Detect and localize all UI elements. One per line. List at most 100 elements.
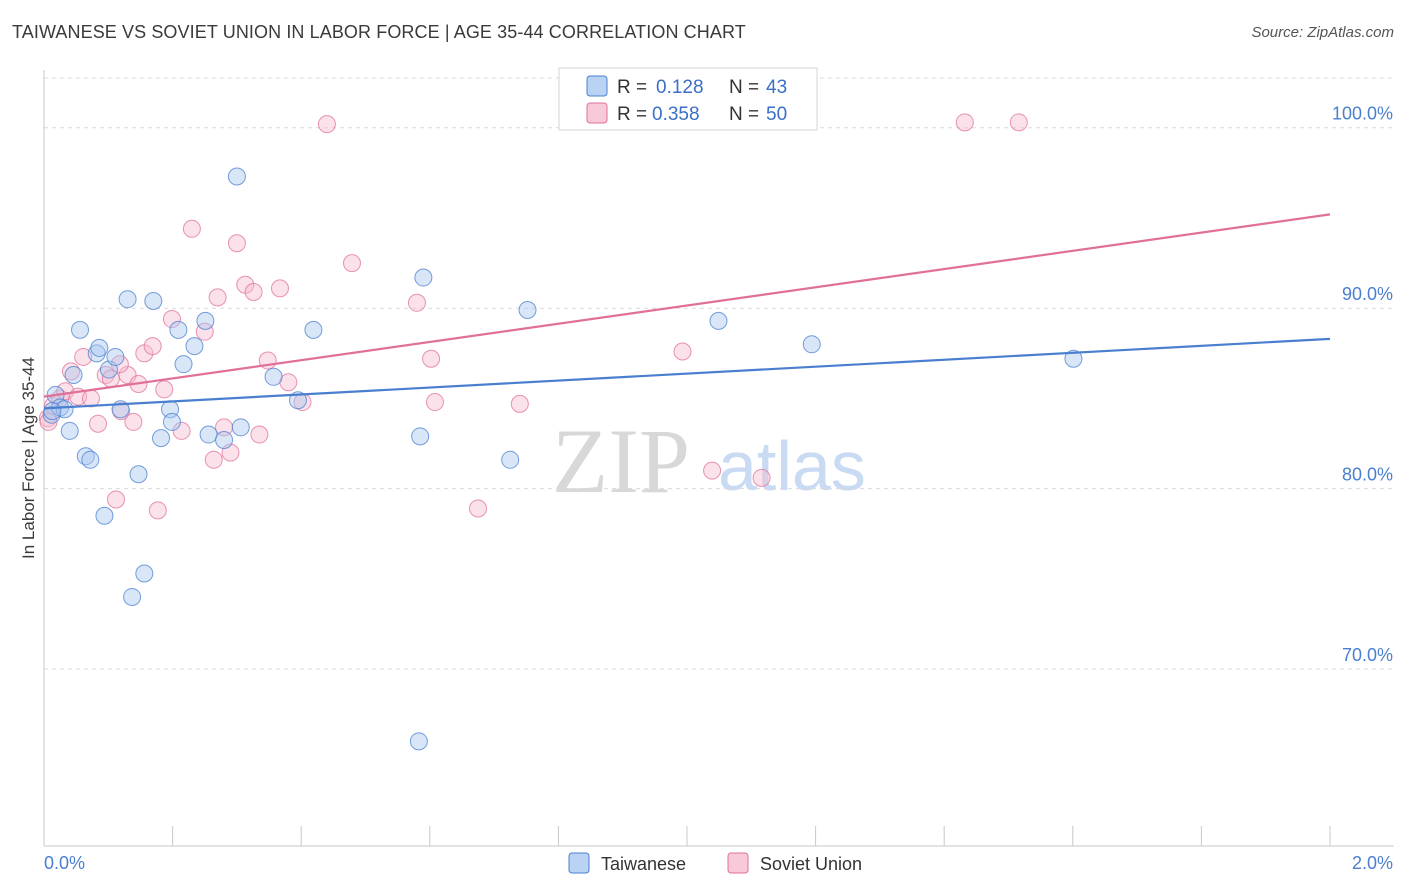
y-tick-label: 70.0% (1342, 645, 1393, 665)
series-legend-swatch-taiwanese (568, 852, 590, 874)
taiwanese-point (106, 347, 125, 366)
taiwanese-point (288, 391, 307, 410)
soviet-union-point (208, 288, 227, 307)
soviet-union-point (74, 347, 93, 366)
taiwanese-point (409, 732, 428, 751)
soviet-union-point (270, 279, 289, 298)
series-legend: Taiwanese Soviet Union (568, 852, 862, 874)
soviet-union-point (250, 425, 269, 444)
gridlines (44, 77, 1394, 670)
trend-lines (43, 213, 1331, 410)
soviet-union-point (96, 365, 115, 384)
taiwanese-point (71, 320, 90, 339)
watermark-atlas: atlas (718, 427, 866, 505)
legend-n-label-2: N = (729, 104, 759, 125)
soviet-union-point (172, 421, 191, 440)
legend-r-value-1: 0.128 (656, 77, 704, 98)
x-tick-label-min: 0.0% (44, 853, 85, 873)
taiwanese-point (231, 418, 250, 437)
taiwanese-point (123, 587, 142, 606)
taiwanese-point (90, 338, 109, 357)
soviet-union-point (407, 293, 426, 312)
soviet-union-point (342, 254, 361, 273)
soviet-union-point (673, 342, 692, 361)
soviet-union-point (1009, 113, 1028, 132)
x-tick-label-max: 2.0% (1352, 853, 1393, 873)
x-tick-labels: 0.0% 2.0% (44, 853, 1393, 873)
taiwanese-point (118, 290, 137, 309)
series-legend-soviet-union: Soviet Union (760, 854, 862, 874)
series-legend-swatch-soviet-union (727, 852, 749, 874)
soviet-union-point (204, 450, 223, 469)
taiwanese-point (227, 167, 246, 186)
taiwanese-point (169, 320, 188, 339)
series-legend-taiwanese: Taiwanese (601, 854, 686, 874)
taiwanese-point (152, 429, 171, 448)
taiwanese-point (64, 365, 83, 384)
y-tick-label: 90.0% (1342, 284, 1393, 304)
taiwanese-point (129, 465, 148, 484)
legend-n-value-2: 50 (766, 104, 787, 125)
soviet-union-point (422, 349, 441, 368)
taiwanese-point (802, 335, 821, 354)
source-label: Source: ZipAtlas.com (1251, 24, 1394, 41)
soviet-union-point (244, 282, 263, 301)
taiwanese-point (501, 450, 520, 469)
soviet-union-point (143, 337, 162, 356)
legend-swatch-soviet-union (586, 102, 608, 124)
legend-r-label-1: R = (617, 77, 647, 98)
taiwanese-point (135, 564, 154, 583)
taiwanese-point (185, 337, 204, 356)
taiwanese-point (304, 320, 323, 339)
taiwanese-point (264, 367, 283, 386)
y-tick-label: 80.0% (1342, 465, 1393, 485)
y-tick-labels: 70.0% 80.0% 90.0% 100.0% (1332, 104, 1393, 665)
soviet-union-point (955, 113, 974, 132)
taiwanese-point (414, 268, 433, 287)
watermark-zip: ZIP (552, 410, 690, 512)
taiwanese-point (81, 450, 100, 469)
axes (43, 70, 1394, 847)
soviet-union-point (510, 394, 529, 413)
taiwanese-point (518, 301, 537, 320)
taiwanese-point (43, 402, 62, 421)
soviet-union-point (148, 501, 167, 520)
taiwanese-point (60, 421, 79, 440)
taiwanese-point (1064, 349, 1083, 368)
taiwanese-point (411, 427, 430, 446)
soviet-union-point (107, 490, 126, 509)
taiwanese-point (174, 355, 193, 374)
soviet-union-point (469, 499, 488, 518)
correlation-legend: R = 0.128 N = 43 R = 0.358 N = 50 (558, 67, 818, 131)
legend-n-value-1: 43 (766, 77, 787, 98)
taiwanese-point (162, 412, 181, 431)
y-tick-label: 100.0% (1332, 104, 1393, 124)
taiwanese-point (196, 311, 215, 330)
soviet-union-point (89, 414, 108, 433)
soviet-union-point (81, 389, 100, 408)
soviet-union-point (227, 234, 246, 253)
soviet-union-point (182, 219, 201, 238)
soviet-union-point (317, 115, 336, 134)
soviet-union-point (162, 310, 181, 329)
legend-r-label-2: R = (617, 104, 647, 125)
soviet-union-point (425, 393, 444, 412)
soviet-union-point (155, 380, 174, 399)
soviet-union-trend-line (43, 213, 1331, 398)
chart-title: TAIWANESE VS SOVIET UNION IN LABOR FORCE… (12, 22, 746, 42)
legend-n-label-1: N = (729, 77, 759, 98)
taiwanese-trend-line (43, 337, 1331, 410)
legend-r-value-2: 0.358 (652, 104, 700, 125)
taiwanese-point (199, 425, 218, 444)
taiwanese-point (95, 506, 114, 525)
taiwanese-point (709, 311, 728, 330)
soviet-union-points (38, 113, 1028, 520)
y-axis-title: In Labor Force | Age 35-44 (19, 357, 38, 559)
soviet-union-point (124, 412, 143, 431)
soviet-union-point (703, 461, 722, 480)
legend-swatch-taiwanese (586, 75, 608, 97)
taiwanese-point (215, 430, 234, 449)
taiwanese-point (144, 291, 163, 310)
soviet-union-point (752, 468, 771, 487)
